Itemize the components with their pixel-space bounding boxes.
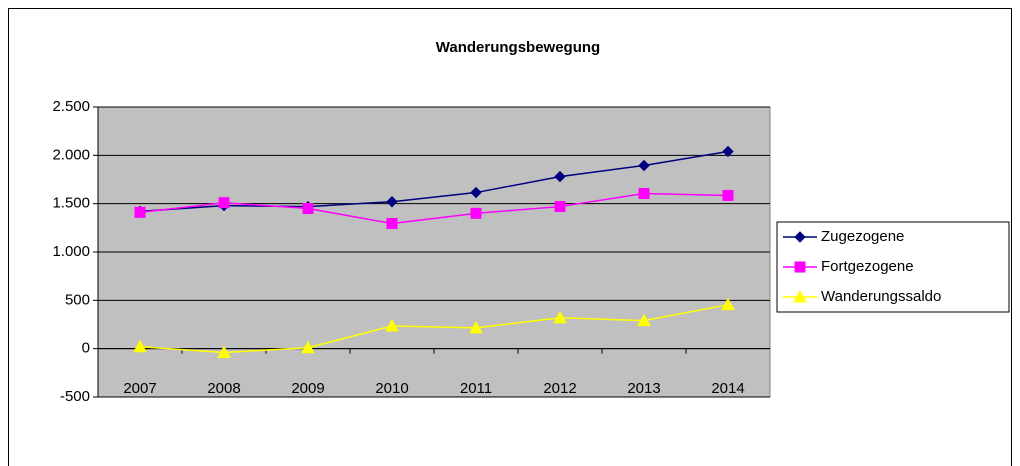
y-tick-label: 0	[82, 340, 90, 357]
data-point	[722, 145, 734, 158]
data-point	[217, 345, 231, 359]
data-point	[469, 320, 483, 334]
y-tick-label: 2.000	[52, 146, 90, 163]
series-line	[139, 303, 729, 354]
data-point	[553, 310, 567, 324]
legend-marker	[793, 289, 807, 303]
y-tick-label: 1.500	[52, 195, 90, 212]
data-point	[470, 207, 482, 219]
x-tick-label: 2008	[207, 380, 240, 397]
data-point	[302, 203, 314, 214]
x-tick-label: 2012	[543, 380, 576, 397]
chart-title: Wanderungsbewegung	[436, 39, 600, 56]
x-tick-label: 2011	[460, 380, 492, 397]
data-point	[386, 196, 398, 208]
data-point	[554, 201, 566, 213]
legend-label: Zugezogene	[821, 228, 904, 245]
y-tick-label: -500	[60, 388, 90, 405]
legend-label: Wanderungssaldo	[821, 288, 941, 305]
data-point	[386, 217, 398, 229]
series-line	[139, 150, 729, 213]
data-point	[301, 340, 315, 354]
data-point	[722, 189, 734, 201]
data-point	[133, 339, 147, 353]
data-point	[470, 186, 482, 199]
x-tick-label: 2007	[123, 380, 156, 397]
legend-marker	[794, 231, 806, 243]
y-tick-label: 500	[65, 291, 90, 308]
x-tick-label: 2010	[375, 380, 408, 397]
y-tick-label: 2.500	[52, 98, 90, 115]
data-point	[385, 318, 399, 332]
y-tick-label: 1.000	[52, 243, 90, 260]
data-point	[554, 170, 566, 183]
x-tick-label: 2013	[627, 380, 660, 397]
legend-label: Fortgezogene	[821, 258, 914, 275]
data-point	[638, 159, 650, 172]
data-point	[637, 313, 651, 327]
data-point	[721, 297, 735, 311]
data-point	[638, 188, 650, 200]
legend-marker	[794, 261, 806, 273]
series-line	[139, 192, 729, 225]
x-tick-label: 2009	[291, 380, 324, 397]
data-point	[134, 206, 146, 218]
data-point	[218, 197, 230, 209]
x-tick-label: 2014	[711, 380, 744, 397]
